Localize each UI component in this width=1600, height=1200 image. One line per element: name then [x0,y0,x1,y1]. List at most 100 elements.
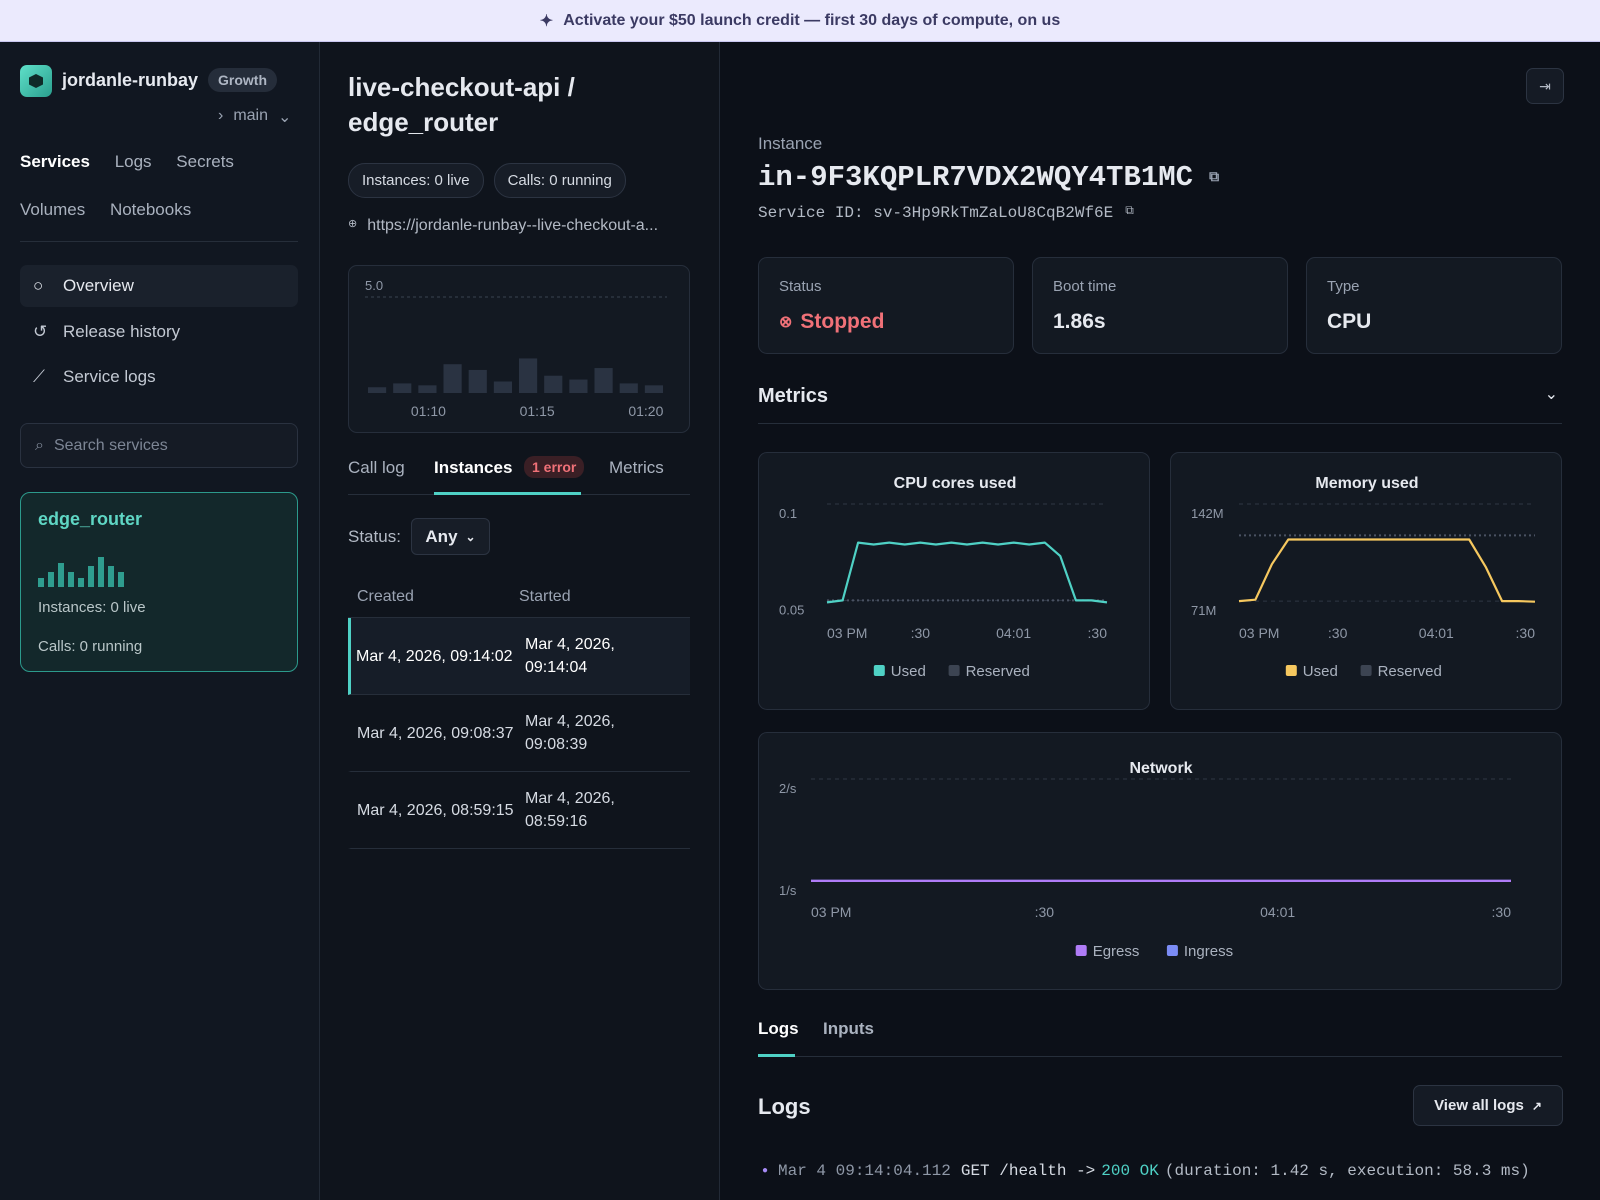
instance-id: in-9F3KQPLR7VDX2WQY4TB1MC ⧉ [758,161,1219,194]
function-panel: live-checkout-api / edge_router Instance… [320,42,720,1200]
search-input[interactable]: ⌕ Search services [20,423,298,468]
tab[interactable]: Metrics [609,458,664,477]
y-tick-label: 142M [1191,506,1224,521]
bar [48,572,54,587]
log-line: ● Mar 4 09:14:04.112 GET /health -> 200 … [762,1162,1530,1180]
service-id: Service ID: sv-3Hp9RkTmZaLoU8CqB2Wf6E ⧉ [758,204,1134,222]
menu-item[interactable]: ○ Overview [33,270,134,302]
legend-swatch [1166,945,1178,956]
table-cell: Mar 4, 2026, 09:08:39 [525,713,615,753]
log-tabs: Logs Inputs [758,1019,1562,1057]
chart-title: Network [1129,760,1192,777]
x-tick-label: 04:01 [996,625,1031,641]
workspace-name[interactable]: jordanle-runbay [62,70,199,90]
plan-badge: Growth [208,68,277,92]
copy-button[interactable]: ⧉ [1209,169,1220,186]
error-badge: 1 error [524,456,585,478]
tab[interactable]: Inputs [823,1019,874,1038]
x-tick-label: 03 PM [827,625,867,641]
column-header: Created [357,588,414,605]
bar [88,566,94,587]
bar [493,381,512,393]
sidebar: jordanle-runbay Growth › main ⌄ Services L… [0,42,320,1200]
menu-label: Release history [63,322,181,341]
x-tick-label: 03 PM [1239,625,1279,641]
nav-link[interactable]: Secrets [176,152,234,171]
bar [108,566,114,587]
menu-item[interactable]: ↺ Release history [33,316,180,348]
sparkle-icon: ✦ [539,12,554,30]
tab[interactable]: Call log [348,458,405,477]
banner-text: Activate your $50 launch credit — first … [563,11,1061,29]
view-all-logs-button[interactable]: View all logs ↗ [1413,1085,1563,1126]
table-cell: Mar 4, 2026, 08:59:16 [525,790,615,830]
stat-card: Boot time 1.86s [1032,257,1288,354]
tab-active[interactable]: Logs [758,1019,799,1038]
table-row[interactable]: Mar 4, 2026, 09:08:37 Mar 4, 2026, 09:08:… [348,695,690,772]
metric-chart: CPU cores used 0.05 0.1 03 PM:30 04:01:30 Use… [758,452,1150,710]
branch-selector[interactable]: › main ⌄ [218,107,291,127]
legend-label: Reserved [1378,663,1442,680]
log-time: Mar 4 09:14:04.112 [778,1162,951,1180]
bar [644,385,663,393]
bar [544,375,563,393]
tabs: Call log Instances 1 error Metrics [348,456,690,495]
x-tick-label: :30 [1492,904,1512,920]
metric-chart: Memory used 71M 142M 03 PM:30 04:01:30 Used Re… [1170,452,1562,710]
instances-table: Created Started Mar 4, 2026, 09:14:02 Mar… [348,577,690,849]
x-tick-label: :30 [1088,625,1108,641]
y-tick-label: 0.1 [779,506,797,521]
promo-banner[interactable]: ✦ Activate your $50 launch credit — firs… [0,0,1600,42]
legend-swatch [1285,665,1297,676]
bar [78,578,84,587]
legend-label: Used [891,663,926,680]
legend-swatch [948,665,960,676]
nav-link[interactable]: Services [20,152,90,171]
endpoint-url[interactable]: ⊕ https://jordanle-runbay--live-checkout-… [348,217,658,235]
stopped-icon: ⊗ [779,314,793,331]
badge: Calls: 0 running [493,163,626,198]
stat-card: Type CPU [1306,257,1562,354]
table-row[interactable]: Mar 4, 2026, 08:59:15 Mar 4, 2026, 08:59:… [348,772,690,849]
menu-label: Service logs [63,367,156,386]
collapse-button[interactable]: ⇥ [1526,68,1564,104]
bar [58,563,64,587]
legend-swatch [1075,945,1087,956]
nav-link[interactable]: Volumes [20,200,86,219]
service-card[interactable]: edge_router Instances: 0 live Calls: 0 r… [20,492,298,672]
badge: Instances: 0 live [348,163,484,198]
y-tick-label: 0.05 [779,602,804,617]
tab-active[interactable]: Instances [434,458,513,477]
metrics-header[interactable]: Metrics ⌄ [758,382,1562,424]
nav-link[interactable]: Notebooks [109,200,192,219]
filter-label: Status: [348,527,401,546]
function-name: edge_router [348,107,499,137]
service-name: edge_router [38,509,143,529]
table-cell: Mar 4, 2026, 08:59:15 [357,801,514,819]
stat-label: Boot time [1053,278,1117,295]
legend-label: Reserved [966,663,1030,680]
copy-button[interactable]: ⧉ [1125,204,1134,218]
bar [619,383,638,393]
workspace-logo [20,65,52,97]
bar [68,572,74,587]
collapse-icon: ⌄ [1544,386,1558,403]
bar [418,385,437,393]
table-row-selected[interactable]: Mar 4, 2026, 09:14:02 Mar 4, 2026, 09:14:… [348,618,690,695]
column-header: Started [519,588,571,605]
badges: Instances: 0 live Calls: 0 running [348,163,626,198]
log-detail: (duration: 1.42 s, execution: 58.3 ms) [1164,1162,1530,1180]
external-icon: ↗ [1531,1098,1542,1113]
bar [468,369,487,393]
nav-link[interactable]: Logs [114,152,152,171]
status-dropdown[interactable]: Any ⌄ [411,518,490,555]
service-id-text: Service ID: sv-3Hp9RkTmZaLoU8CqB2Wf6E [758,204,1114,222]
menu-active-bg [20,265,298,307]
instances-stat: Instances: 0 live [38,599,146,616]
table-cell: Mar 4, 2026, 09:08:37 [357,724,514,742]
stat-card: Status ⊗ Stopped [758,257,1014,354]
chart-title: Memory used [1315,475,1418,492]
bar [98,557,104,587]
menu-item[interactable]: ⟋ Service logs [33,361,156,393]
x-tick-label: :30 [911,625,931,641]
